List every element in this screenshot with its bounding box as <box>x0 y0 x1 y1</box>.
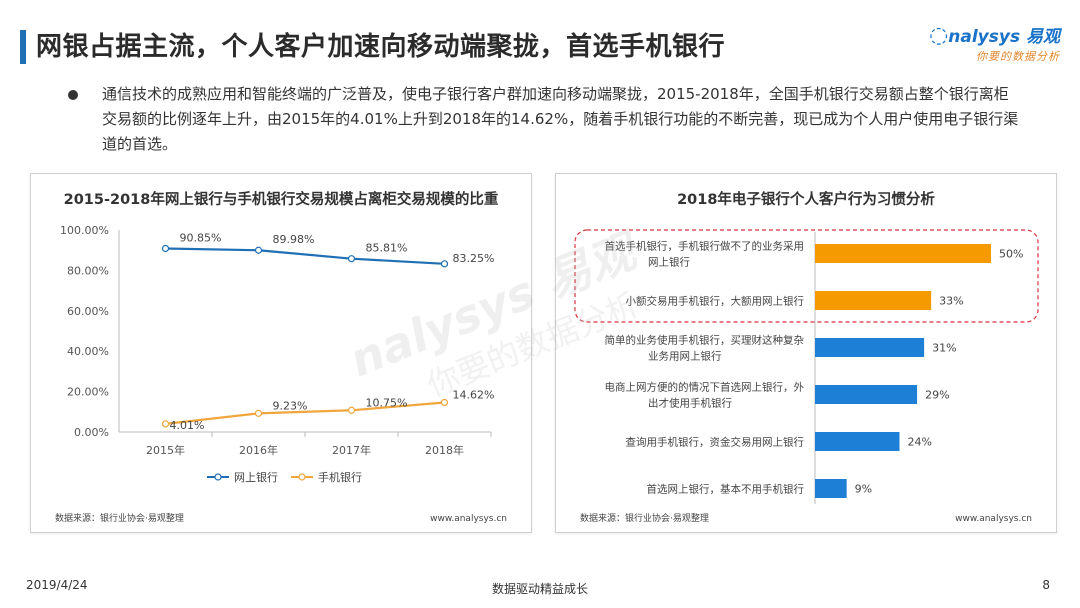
category-label: 简单的业务使用手机银行，买理财这种复杂 <box>605 334 805 347</box>
legend-marker <box>214 473 222 481</box>
x-tick-label: 2017年 <box>332 443 371 457</box>
data-point <box>254 246 263 254</box>
logo-text: ◌nalysys 易观 <box>929 22 1060 48</box>
line-chart-source: 数据来源：银行业协会·易观整理 <box>55 514 184 524</box>
x-tick-label: 2018年 <box>425 443 464 457</box>
logo-o-glyph: ◌ <box>929 23 949 48</box>
data-point <box>440 398 449 407</box>
y-tick-label: 20.00% <box>67 386 109 399</box>
data-point <box>440 260 449 268</box>
data-label: 85.81% <box>366 242 408 255</box>
logo-tagline: 你要的数据分析 <box>976 50 1060 63</box>
x-tick-label: 2016年 <box>239 443 278 457</box>
data-point <box>347 255 356 263</box>
y-tick-label: 80.00% <box>67 264 109 277</box>
category-label: 查询用手机银行，资金交易用网上银行 <box>626 436 805 449</box>
bar <box>815 385 918 404</box>
intro-paragraph: 通信技术的成熟应用和智能终端的广泛普及，使电子银行客户群加速向移动端聚拢，201… <box>102 85 1019 153</box>
data-label: 9.23% <box>273 399 308 412</box>
line-chart-title: 2015-2018年网上银行与手机银行交易规模占离柜交易规模的比重 <box>63 192 499 208</box>
bar <box>815 291 932 310</box>
bar-value-label: 9% <box>855 483 872 496</box>
line-chart-panel: 2015-2018年网上银行与手机银行交易规模占离柜交易规模的比重 100.00… <box>30 173 532 533</box>
data-label: 4.01% <box>170 419 205 432</box>
data-label: 10.75% <box>366 396 408 409</box>
bar <box>815 432 900 451</box>
y-tick-label: 40.00% <box>67 345 109 358</box>
series-line-online-banking <box>165 247 445 265</box>
bar-chart-panel: 2018年电子银行个人客户行为习惯分析 50% 首选手机银行，手机银行做不了的业务… <box>555 173 1057 533</box>
line-chart: 100.00% 80.00% 60.00% 40.00% 20.00% 0.00% 2015… <box>60 224 495 484</box>
y-tick-label: 0.00% <box>74 426 109 439</box>
bar-value-label: 50% <box>999 248 1023 261</box>
category-label: 电商上网方便的的情况下首选网上银行，外 <box>605 381 805 394</box>
y-tick-label: 60.00% <box>67 305 109 318</box>
x-tick-label: 2015年 <box>146 443 185 457</box>
legend-marker <box>298 473 306 481</box>
y-tick-label: 100.00% <box>60 224 109 237</box>
category-label: 小额交易用手机银行，大额用网上银行 <box>626 295 805 308</box>
bar-chart-source: 数据来源：银行业协会·易观整理 <box>580 514 709 524</box>
data-label: 83.25% <box>453 252 495 265</box>
line-chart-site: www.analysys.cn <box>430 514 507 524</box>
page-title: 网银占据主流，个人客户加速向移动端聚拢，首选手机银行 <box>36 32 726 62</box>
data-point <box>254 409 263 417</box>
legend-label: 网上银行 <box>234 470 278 484</box>
data-label: 90.85% <box>180 231 222 244</box>
bar-chart-title: 2018年电子银行个人客户行为习惯分析 <box>677 192 935 208</box>
bar-value-label: 29% <box>925 389 949 402</box>
category-label: 首选网上银行，基本不用手机银行 <box>647 483 805 496</box>
bar <box>815 338 925 357</box>
data-point <box>161 244 170 253</box>
legend-label: 手机银行 <box>318 470 362 484</box>
logo-wordmark: nalysys 易观 <box>948 27 1060 47</box>
page-number: 8 <box>1042 578 1050 592</box>
bar <box>815 244 991 263</box>
highlight-box <box>574 229 1039 323</box>
data-label: 89.98% <box>273 233 315 246</box>
data-label: 14.62% <box>453 388 495 401</box>
data-point <box>161 420 170 428</box>
bullet-icon <box>68 90 78 100</box>
category-label: 首选手机银行，手机银行做不了的业务采用 <box>605 240 805 253</box>
footer-slogan: 数据驱动精益成长 <box>491 582 588 596</box>
footer-date: 2019/4/24 <box>26 578 88 592</box>
category-label: 网上银行 <box>648 256 690 269</box>
series-line-mobile-banking <box>165 401 445 425</box>
analysys-logo: ◌nalysys 易观 你要的数据分析 <box>929 22 1060 64</box>
bar <box>815 479 847 498</box>
bar-value-label: 31% <box>932 342 956 355</box>
title-accent-bar <box>20 30 26 64</box>
bar-value-label: 33% <box>939 295 963 308</box>
bar-chart-site: www.analysys.cn <box>955 514 1032 524</box>
category-label: 业务用网上银行 <box>648 350 722 363</box>
bar-value-label: 24% <box>907 436 931 449</box>
data-point <box>347 406 356 414</box>
category-label: 出才使用手机银行 <box>648 397 732 410</box>
